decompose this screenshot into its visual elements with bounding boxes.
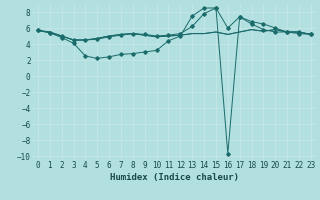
X-axis label: Humidex (Indice chaleur): Humidex (Indice chaleur) xyxy=(110,173,239,182)
